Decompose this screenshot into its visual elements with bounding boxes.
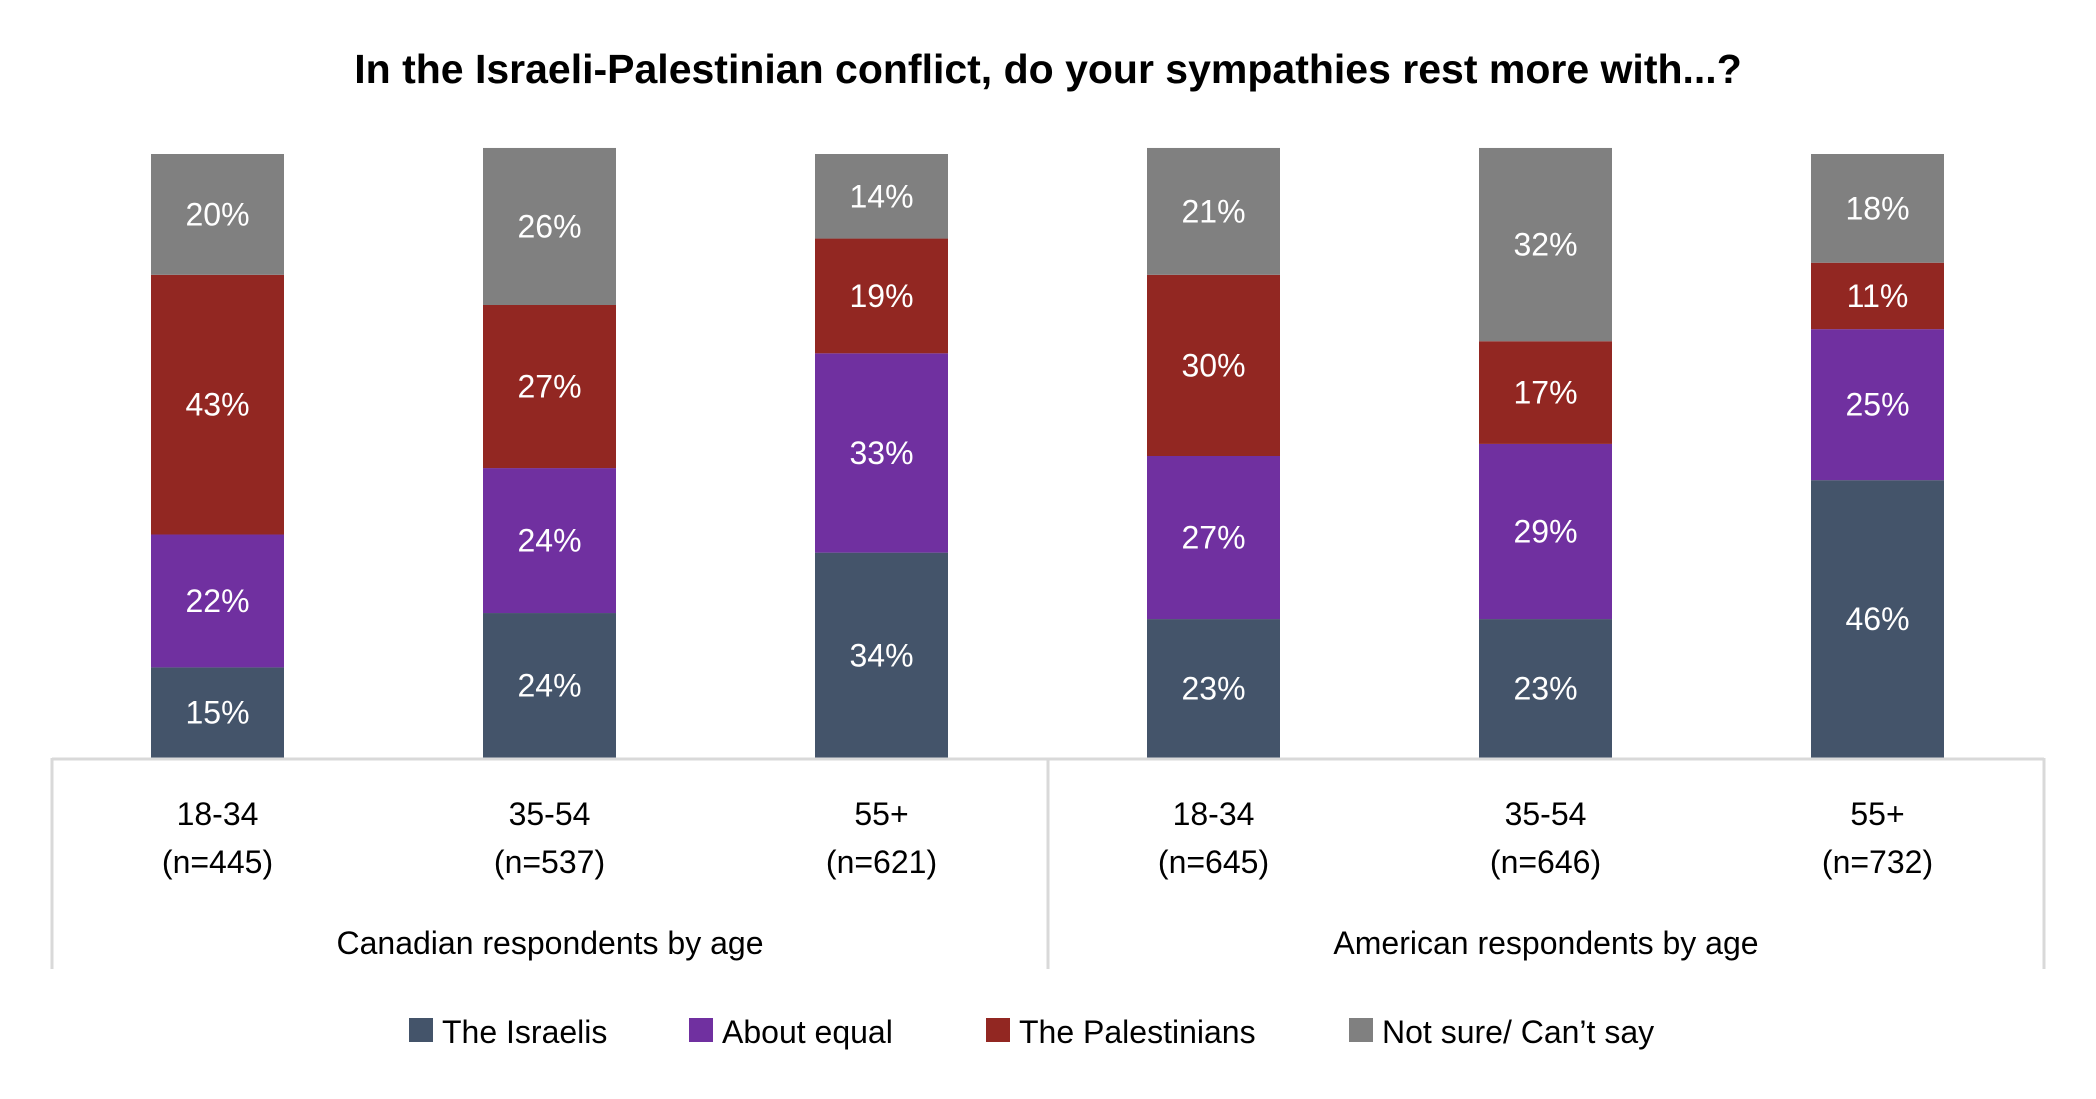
legend-swatch [689,1018,713,1042]
bar-segment [1479,443,1612,620]
category-label: 18-34 [1173,796,1255,832]
data-label: 27% [517,369,581,405]
data-label: 29% [1513,514,1577,550]
bar-stack: 23% 27% 30% 21% [1147,147,1280,758]
category-label: 35-54 [509,796,591,832]
bar-segment [815,353,948,553]
data-label: 11% [1847,278,1909,314]
bar-stack: 23% 29% 17% 32% [1479,147,1612,758]
sample-size-label: (n=645) [1158,844,1269,880]
sample-size-label: (n=537) [494,844,605,880]
data-label: 24% [517,668,581,704]
bar-stack: 15% 22% 43% 20% [151,154,284,758]
bar-segment [1147,147,1280,275]
legend-label: About equal [722,1014,893,1050]
group-label: Canadian respondents by age [337,925,764,961]
data-label: 25% [1845,387,1909,423]
bar-segment [1147,456,1280,620]
bar-segment [1147,619,1280,758]
data-label: 32% [1513,227,1577,263]
data-label: 19% [849,278,913,314]
bar-segment [483,147,616,305]
legend-label: The Israelis [442,1014,607,1050]
data-label: 21% [1181,193,1245,229]
data-label: 43% [185,387,249,423]
bar-segment [815,238,948,354]
bar-segment [151,667,284,758]
data-label: 27% [1181,520,1245,556]
data-label: 26% [517,208,581,244]
legend-swatch [986,1018,1010,1042]
sample-size-label: (n=621) [826,844,937,880]
bar-segment [1479,341,1612,444]
data-label: 33% [849,435,913,471]
bar-stack: 46% 25% 11% 18% [1811,154,1944,758]
data-label: 30% [1181,347,1245,383]
legend-swatch [409,1018,433,1042]
bars-layer: 15%22%43%20%24%24%27%26%34%33%19%14%23%2… [151,147,1944,758]
legend-swatch [1349,1018,1373,1042]
data-label: 46% [1845,601,1909,637]
bar-segment [151,274,284,535]
sample-size-label: (n=732) [1822,844,1933,880]
legend-item: About equal [689,1014,893,1050]
bar-segment [815,552,948,758]
data-label: 23% [1513,671,1577,707]
category-label: 35-54 [1505,796,1587,832]
sample-size-label: (n=445) [162,844,273,880]
data-label: 34% [849,637,913,673]
bar-segment [1811,329,1944,481]
bar-stack: 34% 33% 19% 14% [815,154,948,758]
category-label: 55+ [854,796,908,832]
bar-stack: 24% 24% 27% 26% [483,147,616,758]
data-label: 22% [185,583,249,619]
bar-segment [483,613,616,758]
data-label: 24% [517,523,581,559]
data-label: 20% [185,196,249,232]
data-label: 15% [185,695,249,731]
sample-size-label: (n=646) [1490,844,1601,880]
data-label: 18% [1845,190,1909,226]
data-label: 14% [849,178,913,214]
legend-label: Not sure/ Can’t say [1382,1014,1654,1050]
bar-segment [1479,147,1612,342]
chart-title: In the Israeli-Palestinian conflict, do … [354,46,1742,92]
bar-segment [1811,480,1944,758]
bar-segment [1147,274,1280,456]
bar-segment [483,468,616,614]
category-axis: 18-34 (n=445) 35-54 (n=537) 55+ (n=621) 18-34 (… [50,757,2046,969]
bar-segment [151,154,284,275]
group-label: American respondents by age [1333,925,1758,961]
data-label: 23% [1181,671,1245,707]
bar-segment [1479,619,1612,758]
bar-segment [1811,262,1944,330]
category-label: 18-34 [177,796,259,832]
legend: The Israelis About equal The Palestinians N… [409,1014,1654,1050]
legend-item: Not sure/ Can’t say [1349,1014,1654,1050]
category-label: 55+ [1850,796,1904,832]
legend-item: The Palestinians [986,1014,1256,1050]
legend-label: The Palestinians [1019,1014,1256,1050]
bar-segment [151,534,284,668]
bar-segment [1811,154,1944,263]
data-label: 17% [1513,375,1577,411]
legend-item: The Israelis [409,1014,607,1050]
bar-segment [483,305,616,469]
bar-segment [815,154,948,239]
